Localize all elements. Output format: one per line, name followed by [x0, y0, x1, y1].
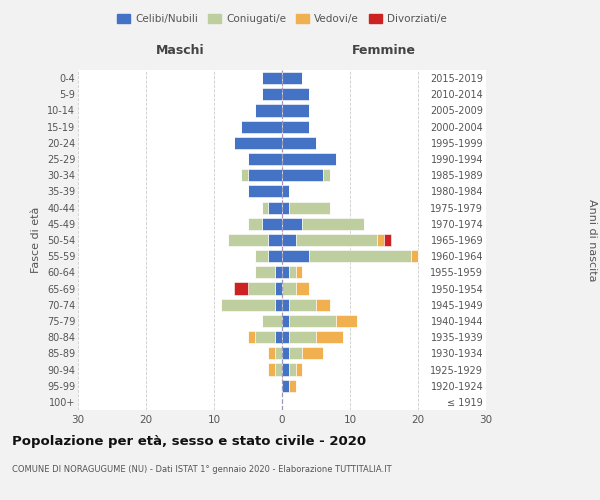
Bar — [248, 331, 255, 343]
Bar — [289, 348, 302, 360]
Bar — [262, 202, 268, 213]
Bar — [255, 250, 268, 262]
Bar — [302, 348, 323, 360]
Bar — [268, 234, 282, 246]
Bar — [282, 331, 289, 343]
Bar — [289, 315, 337, 327]
Bar — [289, 331, 316, 343]
Bar — [262, 315, 282, 327]
Bar — [241, 169, 248, 181]
Text: Femmine: Femmine — [352, 44, 416, 57]
Bar — [248, 282, 275, 294]
Bar — [282, 250, 309, 262]
Bar — [262, 72, 282, 84]
Bar — [282, 153, 337, 165]
Bar — [282, 298, 289, 311]
Bar — [289, 202, 329, 213]
Bar — [235, 137, 282, 149]
Y-axis label: Fasce di età: Fasce di età — [31, 207, 41, 273]
Bar — [275, 266, 282, 278]
Bar — [275, 348, 282, 360]
Bar — [268, 250, 282, 262]
Bar — [282, 315, 289, 327]
Bar — [289, 380, 296, 392]
Bar — [275, 331, 282, 343]
Bar — [282, 186, 289, 198]
Bar — [275, 298, 282, 311]
Bar — [268, 348, 275, 360]
Bar — [275, 364, 282, 376]
Bar — [268, 364, 275, 376]
Bar — [316, 331, 343, 343]
Bar — [302, 218, 364, 230]
Text: Popolazione per età, sesso e stato civile - 2020: Popolazione per età, sesso e stato civil… — [12, 435, 366, 448]
Bar — [377, 234, 384, 246]
Bar — [309, 250, 411, 262]
Bar — [296, 234, 377, 246]
Bar — [221, 298, 275, 311]
Bar — [248, 153, 282, 165]
Bar — [241, 120, 282, 132]
Bar — [316, 298, 329, 311]
Text: Maschi: Maschi — [155, 44, 205, 57]
Bar — [282, 218, 302, 230]
Bar — [337, 315, 357, 327]
Bar — [411, 250, 418, 262]
Bar — [248, 169, 282, 181]
Bar — [282, 380, 289, 392]
Legend: Celibi/Nubili, Coniugati/e, Vedovi/e, Divorziati/e: Celibi/Nubili, Coniugati/e, Vedovi/e, Di… — [113, 10, 451, 29]
Bar — [248, 186, 282, 198]
Bar — [282, 364, 289, 376]
Bar — [282, 88, 309, 101]
Bar — [262, 218, 282, 230]
Bar — [323, 169, 329, 181]
Bar — [282, 234, 296, 246]
Text: COMUNE DI NORAGUGUME (NU) - Dati ISTAT 1° gennaio 2020 - Elaborazione TUTTITALIA: COMUNE DI NORAGUGUME (NU) - Dati ISTAT 1… — [12, 465, 392, 474]
Bar — [255, 266, 275, 278]
Bar — [282, 202, 289, 213]
Bar — [255, 331, 275, 343]
Bar — [275, 282, 282, 294]
Bar — [289, 266, 296, 278]
Bar — [384, 234, 391, 246]
Bar — [289, 298, 316, 311]
Bar — [296, 266, 302, 278]
Bar — [296, 282, 309, 294]
Bar — [282, 348, 289, 360]
Bar — [289, 364, 296, 376]
Bar — [282, 137, 316, 149]
Bar — [296, 364, 302, 376]
Bar — [268, 202, 282, 213]
Bar — [282, 120, 309, 132]
Bar — [235, 282, 248, 294]
Bar — [248, 218, 262, 230]
Bar — [282, 266, 289, 278]
Bar — [282, 72, 302, 84]
Bar — [262, 88, 282, 101]
Bar — [282, 282, 296, 294]
Bar — [282, 169, 323, 181]
Bar — [227, 234, 268, 246]
Bar — [255, 104, 282, 117]
Bar — [282, 104, 309, 117]
Text: Anni di nascita: Anni di nascita — [587, 198, 597, 281]
